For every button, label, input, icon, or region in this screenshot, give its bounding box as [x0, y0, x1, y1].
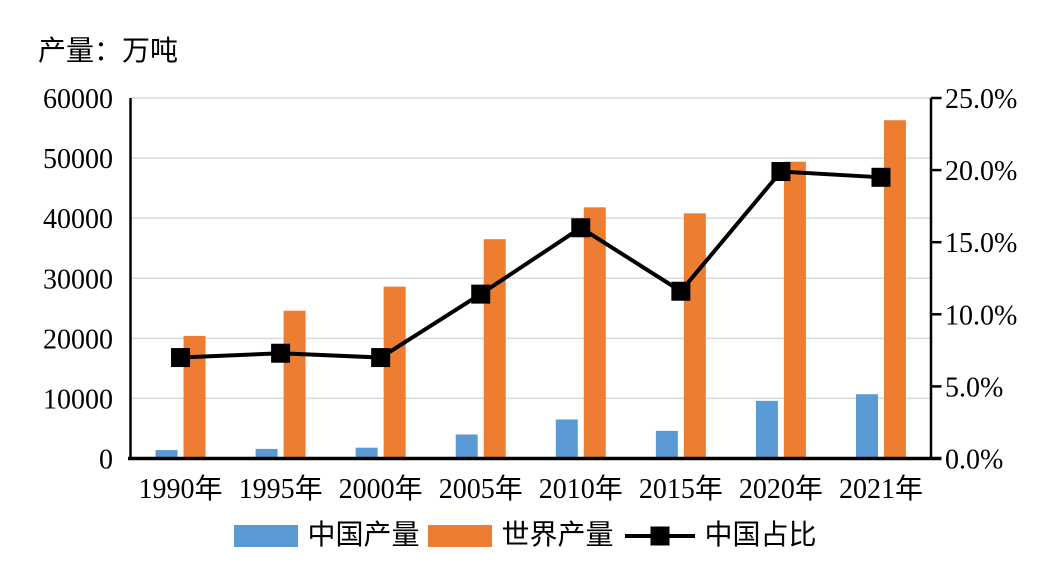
left-axis-tick-label: 20000 [43, 324, 113, 355]
china-production-bar [255, 448, 278, 459]
china-production-bar [655, 430, 678, 459]
world-production-legend-swatch [428, 525, 493, 547]
world-production-bar [583, 207, 606, 459]
legend-label-world-production: 世界产量 [501, 520, 614, 551]
china-production-bar [555, 419, 578, 459]
china-share-marker [871, 167, 891, 187]
world-production-bar [683, 213, 706, 459]
china-share-line [180, 169, 882, 360]
x-axis-tick-label: 2021年 [839, 473, 923, 505]
china-share-marker [771, 162, 791, 182]
china-production-bar [355, 447, 378, 459]
china-share-marker [171, 348, 191, 368]
square-marker-icon [650, 526, 669, 546]
left-axis-tick-label: 40000 [43, 204, 113, 235]
china-share-legend-line [624, 526, 695, 546]
china-production-bar [755, 400, 778, 459]
china-share-marker [471, 284, 491, 304]
legend-label-china-production: 中国产量 [307, 520, 420, 551]
x-axis-tick-label: 2020年 [739, 473, 823, 505]
x-axis-tick-label: 2000年 [339, 473, 423, 505]
china-share-marker [571, 218, 591, 238]
china-production-bar [155, 450, 178, 459]
china-share-marker [671, 281, 691, 301]
right-axis-tick-label: 5.0% [945, 372, 1003, 403]
china-production-bar [855, 394, 878, 459]
china-share-marker [271, 343, 291, 363]
world-production-bar [383, 286, 406, 459]
chart-legend: 中国产量 世界产量 中国占比 [0, 519, 1051, 553]
right-axis-tick-label: 15.0% [945, 228, 1017, 259]
china-production-legend-swatch [234, 525, 299, 547]
right-axis-tick-label: 20.0% [945, 156, 1017, 187]
world-production-bar [483, 239, 506, 459]
x-axis-tick-label: 2005年 [439, 473, 523, 505]
left-axis-tick-label: 10000 [43, 384, 113, 415]
x-axis-tick-label: 1990年 [139, 473, 223, 505]
left-axis-tick-label: 0 [99, 445, 113, 476]
x-axis-tick-label: 2010年 [539, 473, 623, 505]
chart-title: 产量：万吨 [38, 36, 179, 67]
x-axis-tick-label: 1995年 [239, 473, 323, 505]
right-axis-tick-label: 0.0% [945, 445, 1003, 476]
china-production-bar [455, 434, 478, 459]
china-share-marker [371, 348, 391, 368]
right-axis-tick-label: 10.0% [945, 300, 1017, 331]
right-axis-tick-label: 25.0% [945, 84, 1017, 115]
world-production-bar [283, 310, 306, 459]
world-production-bar [783, 161, 806, 459]
legend-label-china-share: 中国占比 [704, 520, 817, 551]
left-axis-tick-label: 50000 [43, 144, 113, 175]
world-production-bar [883, 120, 906, 459]
left-axis-tick-label: 30000 [43, 264, 113, 295]
x-axis-tick-label: 2015年 [639, 473, 723, 505]
left-axis-tick-label: 60000 [43, 84, 113, 115]
